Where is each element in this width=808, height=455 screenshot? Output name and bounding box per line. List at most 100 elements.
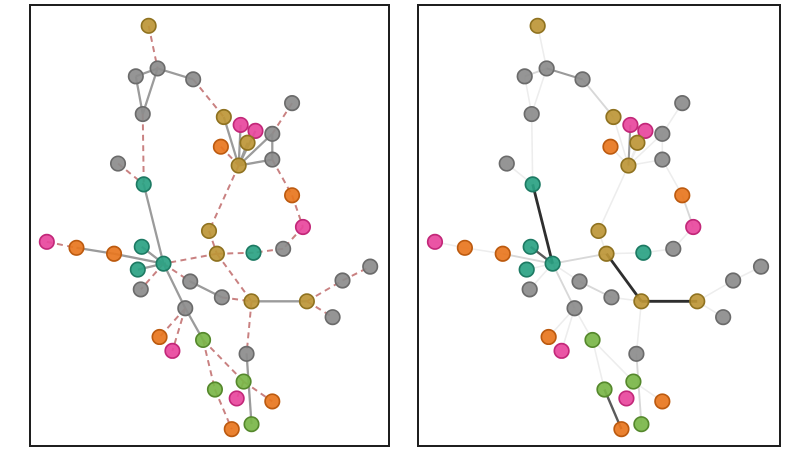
- graph-node-teal: [155, 255, 172, 272]
- graph-edge: [605, 252, 643, 303]
- graph-node-teal: [518, 261, 535, 278]
- graph-edge: [591, 339, 606, 390]
- graph-node-green: [195, 331, 212, 349]
- graph-node-gray: [182, 273, 199, 290]
- graph-node-orange: [613, 421, 630, 438]
- graph-node-orange: [540, 328, 557, 346]
- graph-node-orange: [284, 187, 301, 204]
- graph-node-gray: [362, 258, 379, 275]
- graph-edge: [202, 339, 245, 383]
- graph-edge: [163, 252, 218, 265]
- graph-node-gray: [523, 105, 540, 123]
- graph-edge: [597, 165, 630, 232]
- graph-node-gray: [238, 345, 255, 362]
- graph-node-pink: [164, 342, 181, 359]
- graph-node-green: [596, 381, 613, 398]
- graph-node-pink: [637, 122, 654, 139]
- graph-node-gray: [334, 272, 351, 289]
- graph-edge: [222, 116, 240, 166]
- graph-node-orange: [654, 393, 671, 410]
- graph-node-pink: [38, 233, 55, 250]
- graph-node-pink: [294, 218, 312, 236]
- graph-node-teal: [524, 176, 541, 193]
- graph-node-orange: [68, 239, 85, 256]
- graph-node-green: [206, 381, 223, 398]
- graph-node-olive: [605, 108, 622, 126]
- graph-node-gray: [132, 281, 149, 298]
- graph-node-orange: [212, 138, 229, 155]
- graph-node-teal: [133, 238, 150, 255]
- graph-node-olive: [529, 17, 546, 34]
- graph-node-olive: [215, 108, 232, 126]
- graph-edge: [142, 184, 165, 264]
- graph-node-pink: [247, 122, 264, 139]
- graph-node-olive: [629, 134, 646, 151]
- graph-node-orange: [494, 245, 511, 262]
- graph-node-pink: [685, 218, 702, 236]
- graph-node-gray: [127, 68, 144, 85]
- graph-node-gray: [516, 68, 533, 85]
- graph-node-olive: [620, 157, 637, 174]
- graph-node-gray: [284, 95, 301, 112]
- graph-node-gray: [177, 300, 194, 317]
- graph-node-gray: [275, 240, 292, 257]
- graph-edge: [113, 252, 164, 265]
- graph-node-gray: [574, 71, 591, 88]
- graph-node-olive: [200, 222, 218, 240]
- graph-node-pink: [232, 116, 249, 133]
- graph-node-gray: [264, 125, 281, 142]
- graph-node-gray: [185, 71, 202, 88]
- graph-node-olive: [140, 17, 157, 34]
- graph-node-gray: [149, 60, 166, 77]
- graph-node-orange: [264, 393, 281, 410]
- graph-node-olive: [243, 293, 260, 310]
- graph-node-teal: [522, 238, 539, 255]
- graph-node-olive: [208, 245, 225, 262]
- graph-node-orange: [106, 245, 123, 262]
- graph-node-pink: [426, 233, 444, 250]
- graph-node-orange: [602, 138, 619, 155]
- left-network-panel: [29, 4, 390, 447]
- graph-node-teal: [129, 261, 146, 278]
- graph-edge: [551, 263, 576, 309]
- graph-node-teal: [135, 176, 152, 193]
- graph-node-gray: [628, 345, 645, 362]
- graph-edge: [530, 114, 534, 185]
- graph-edge: [612, 116, 630, 166]
- graph-edge: [502, 252, 553, 265]
- graph-node-teal: [635, 244, 652, 261]
- graph-node-orange: [456, 239, 474, 256]
- graph-node-gray: [752, 258, 770, 275]
- graph-edge: [202, 339, 216, 390]
- graph-edge: [208, 165, 240, 232]
- graph-edge: [192, 78, 225, 118]
- right-network-panel: [417, 4, 781, 447]
- graph-node-teal: [544, 255, 561, 272]
- graph-node-olive: [633, 293, 650, 310]
- graph-node-gray: [566, 300, 583, 317]
- graph-edge: [552, 252, 607, 265]
- graph-node-green: [235, 373, 252, 390]
- graph-node-green: [633, 416, 650, 433]
- graph-edge: [635, 353, 643, 425]
- graph-edge: [581, 78, 615, 118]
- graph-node-orange: [151, 328, 168, 346]
- graph-node-pink: [618, 390, 635, 407]
- graph-node-pink: [622, 116, 639, 133]
- graph-node-olive: [298, 293, 315, 310]
- graph-node-gray: [538, 60, 555, 77]
- graph-node-gray: [665, 240, 682, 257]
- graph-node-pink: [553, 342, 570, 359]
- graph-node-gray: [674, 95, 691, 112]
- graph-node-gray: [134, 105, 151, 123]
- graph-node-gray: [725, 272, 742, 289]
- graph-node-gray: [521, 281, 538, 298]
- graph-edge: [141, 114, 145, 185]
- left-network-graph: [38, 17, 379, 438]
- graph-node-gray: [324, 309, 341, 326]
- graph-node-gray: [213, 289, 230, 306]
- graph-edge: [245, 353, 253, 425]
- graph-node-pink: [228, 390, 245, 407]
- graph-edge: [591, 339, 634, 383]
